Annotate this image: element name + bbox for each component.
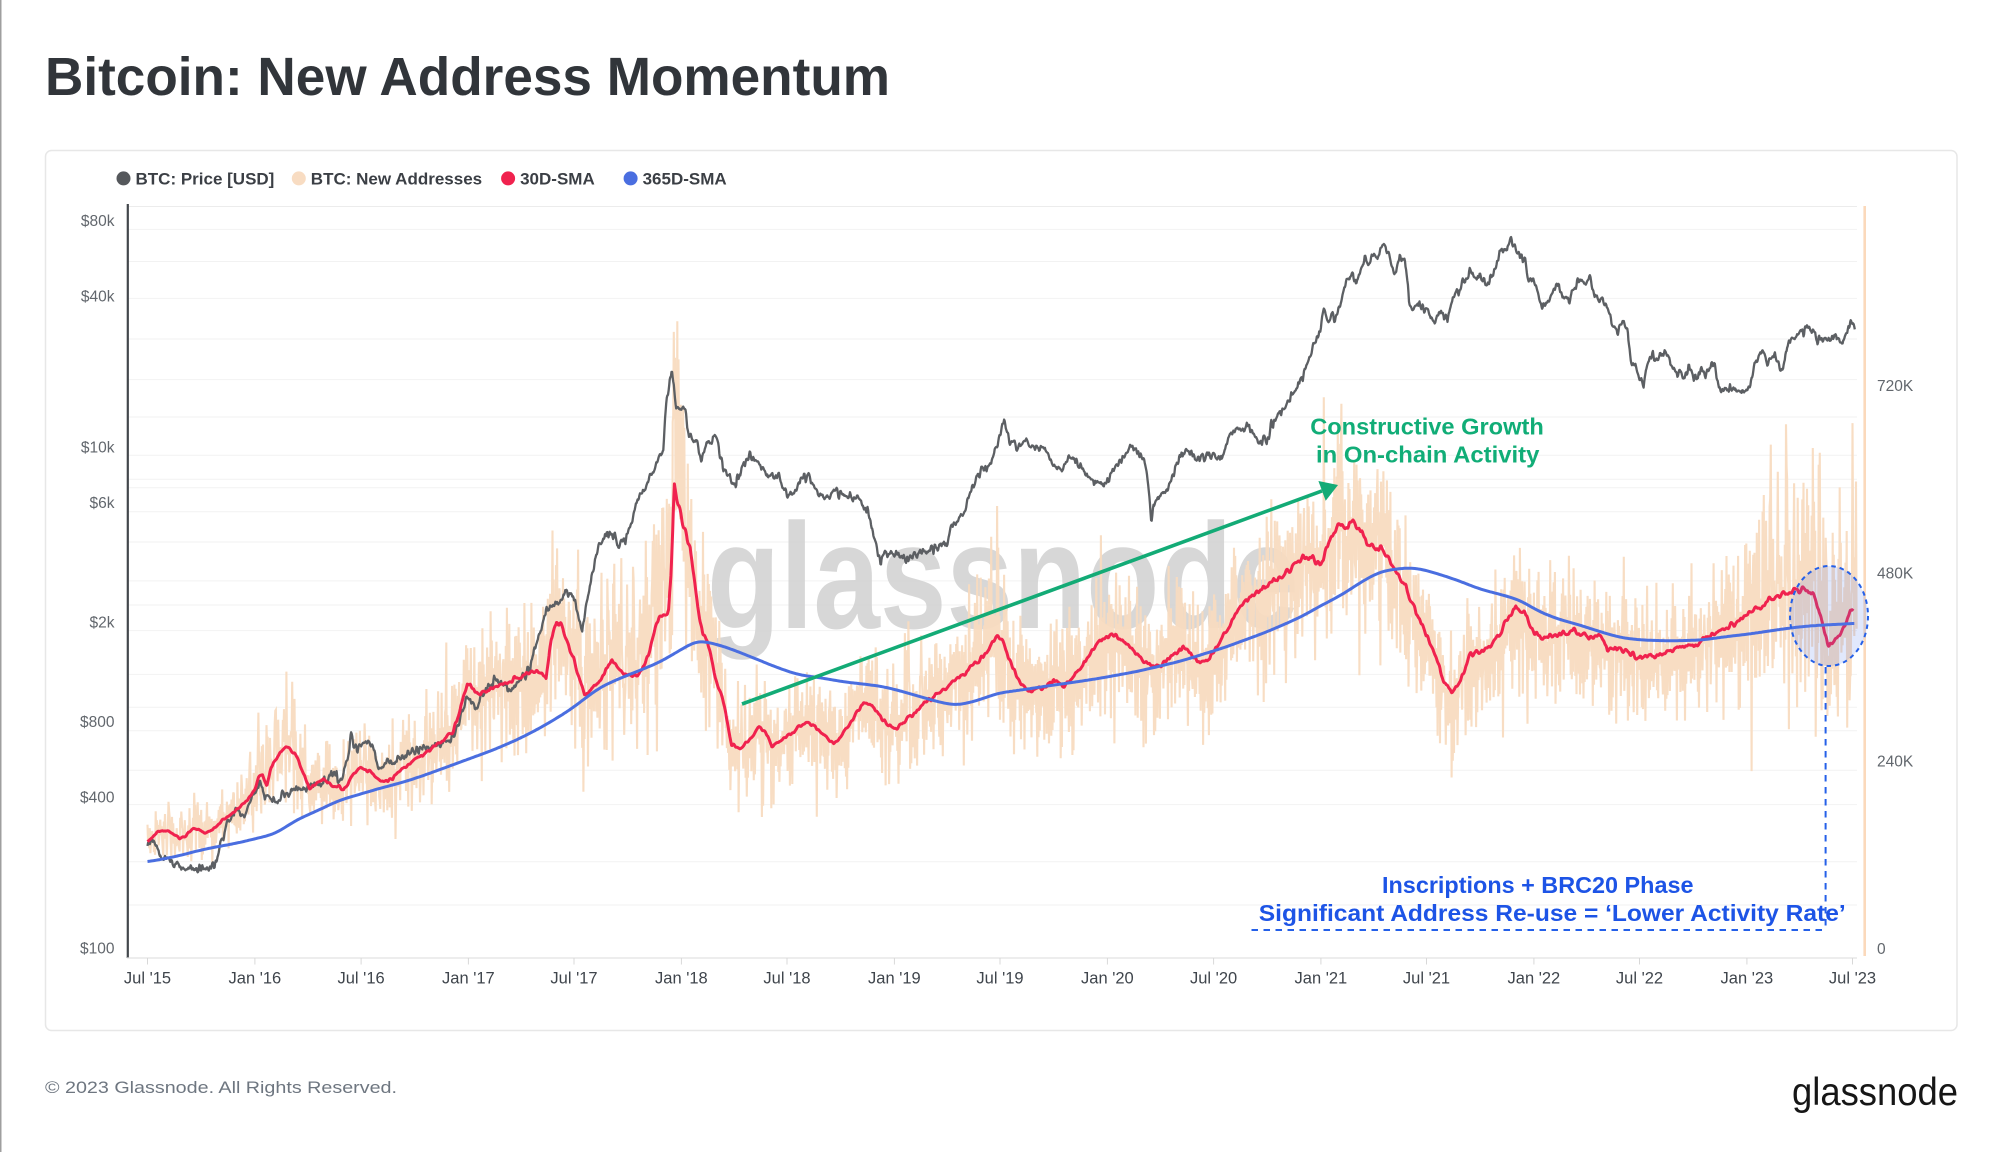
- svg-text:in On-chain Activity: in On-chain Activity: [1316, 442, 1539, 468]
- svg-text:Jan '23: Jan '23: [1721, 970, 1774, 988]
- svg-text:Jan '16: Jan '16: [229, 970, 282, 988]
- svg-text:Jul '19: Jul '19: [976, 970, 1023, 988]
- svg-text:Jan '17: Jan '17: [442, 970, 495, 988]
- svg-text:Jul '18: Jul '18: [763, 970, 810, 988]
- svg-text:Significant Address Re-use = ‘: Significant Address Re-use = ‘Lower Acti…: [1259, 900, 1846, 926]
- svg-text:Jul '21: Jul '21: [1403, 970, 1450, 988]
- svg-text:Bitcoin: New Address Momentum: Bitcoin: New Address Momentum: [45, 47, 890, 107]
- svg-text:Jan '19: Jan '19: [868, 970, 921, 988]
- svg-text:Jan '22: Jan '22: [1508, 970, 1561, 988]
- svg-text:365D-SMA: 365D-SMA: [643, 169, 727, 188]
- svg-text:glassnode: glassnode: [1792, 1071, 1958, 1114]
- svg-text:Jul '17: Jul '17: [550, 970, 597, 988]
- svg-text:Jul '23: Jul '23: [1829, 970, 1876, 988]
- svg-text:$40k: $40k: [81, 289, 115, 306]
- svg-text:Jan '20: Jan '20: [1081, 970, 1134, 988]
- svg-text:720K: 720K: [1877, 378, 1914, 395]
- svg-text:Jul '20: Jul '20: [1190, 970, 1237, 988]
- svg-text:30D-SMA: 30D-SMA: [520, 169, 595, 188]
- svg-text:$6k: $6k: [90, 495, 115, 512]
- svg-text:Jul '22: Jul '22: [1616, 970, 1663, 988]
- svg-text:Constructive Growth: Constructive Growth: [1310, 414, 1544, 440]
- svg-text:$2k: $2k: [90, 614, 115, 631]
- svg-text:240K: 240K: [1877, 753, 1914, 770]
- svg-text:Jul '15: Jul '15: [124, 970, 171, 988]
- svg-text:$100: $100: [80, 940, 115, 957]
- svg-text:BTC: New Addresses: BTC: New Addresses: [311, 169, 482, 188]
- svg-text:$10k: $10k: [81, 439, 115, 456]
- svg-text:Jan '18: Jan '18: [655, 970, 708, 988]
- svg-text:Inscriptions + BRC20 Phase: Inscriptions + BRC20 Phase: [1382, 872, 1694, 898]
- svg-text:$80k: $80k: [81, 213, 115, 230]
- svg-text:$800: $800: [80, 714, 115, 731]
- svg-text:BTC: Price [USD]: BTC: Price [USD]: [136, 169, 275, 188]
- svg-text:$400: $400: [80, 790, 115, 807]
- svg-text:© 2023 Glassnode. All Rights R: © 2023 Glassnode. All Rights Reserved.: [45, 1078, 397, 1097]
- svg-text:480K: 480K: [1877, 566, 1914, 583]
- svg-text:Jul '16: Jul '16: [338, 970, 385, 988]
- svg-text:0: 0: [1877, 941, 1886, 958]
- svg-text:Jan '21: Jan '21: [1295, 970, 1348, 988]
